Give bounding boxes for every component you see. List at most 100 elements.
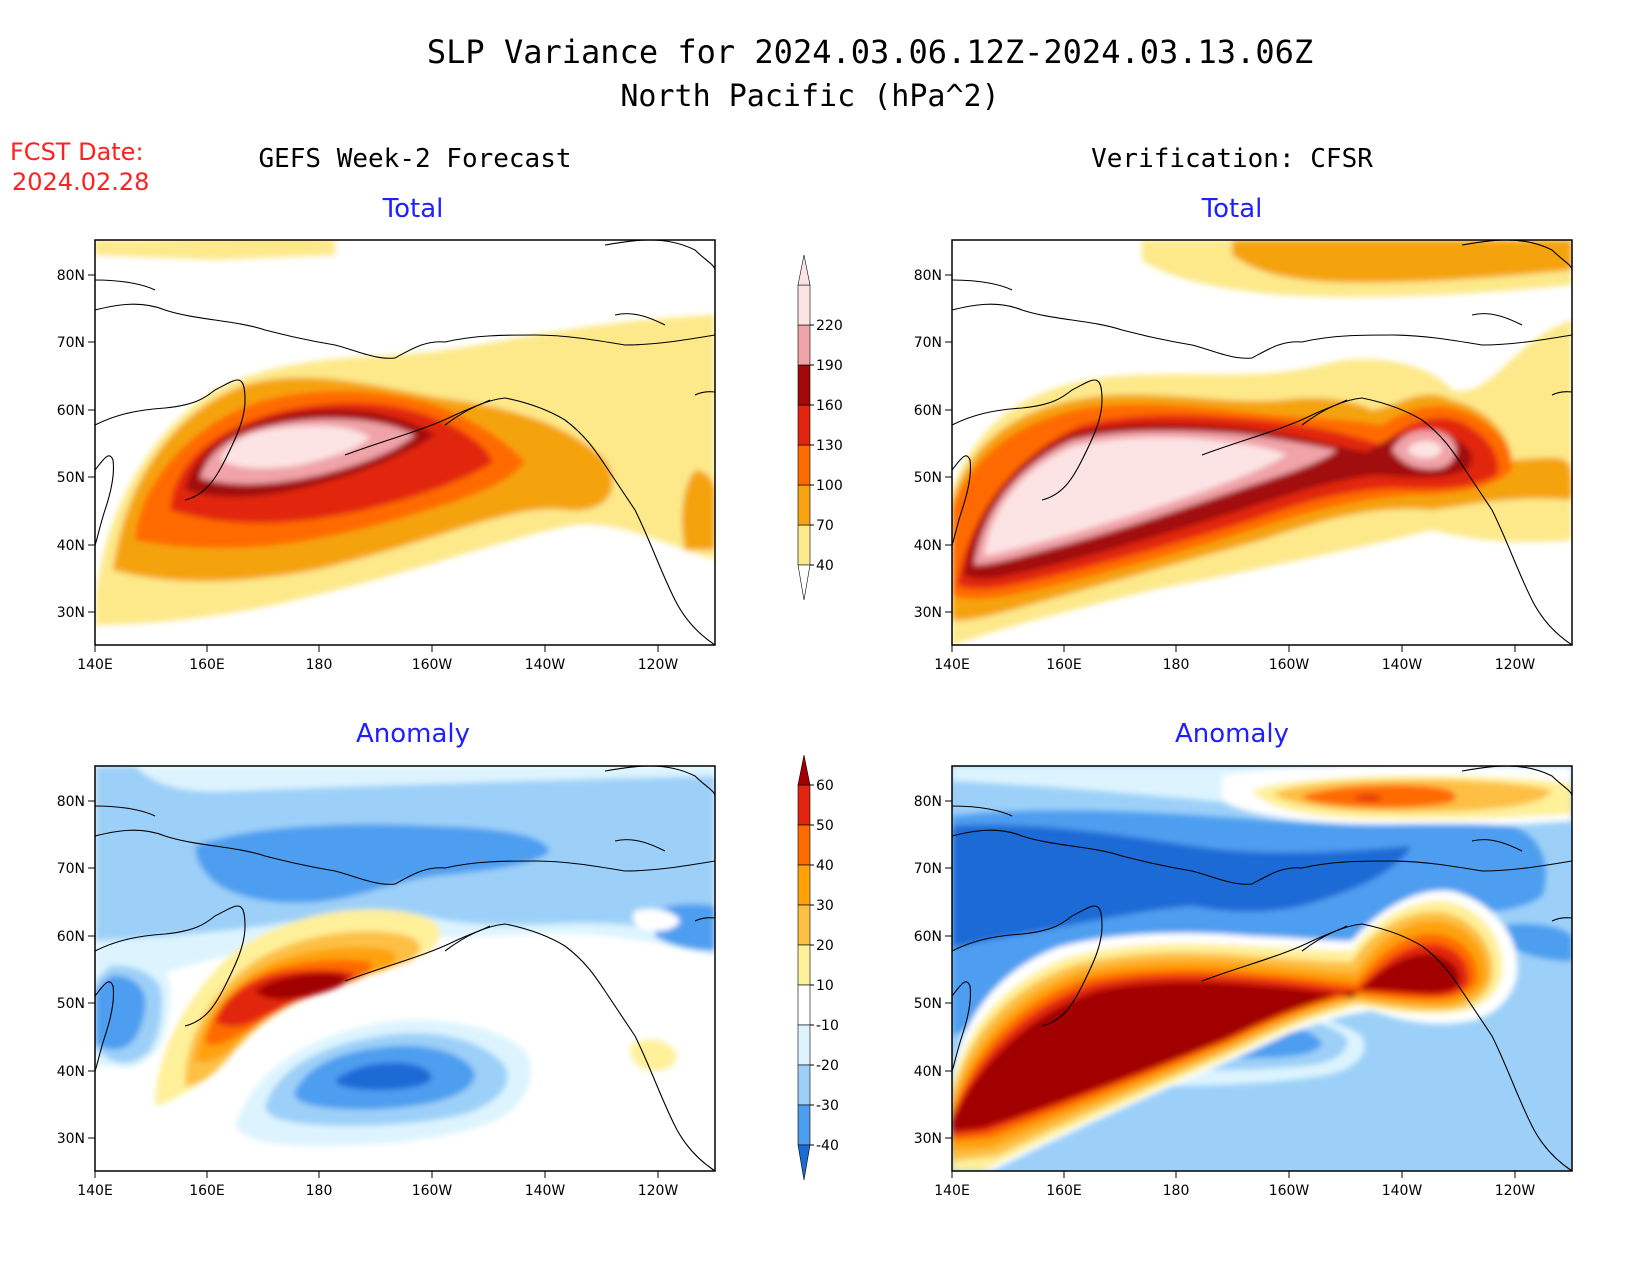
column-title-verification: Verification: CFSR [1091, 144, 1373, 174]
coastline [614, 839, 666, 852]
coastlines [94, 239, 716, 646]
colorbar-label: 40 [816, 858, 834, 874]
lon-label: 160E [189, 1183, 225, 1199]
colorbar-swatch [797, 484, 811, 526]
lat-label: 30N [914, 1131, 942, 1147]
coastline [951, 805, 1013, 817]
colorbar-swatch [797, 284, 811, 326]
colorbar-bottom-arrow [797, 564, 811, 601]
map-frame [951, 765, 1573, 1172]
panel-forecast-total [95, 240, 715, 645]
map-field-forecast-total [95, 240, 715, 645]
panel-verification-total [952, 240, 1572, 645]
colorbar-label: 160 [816, 398, 843, 414]
coastline [94, 279, 156, 291]
lat-label: 40N [914, 1064, 942, 1080]
coastline [94, 981, 114, 1072]
map-field-forecast-anomaly [95, 766, 715, 1171]
colorbar-label: 30 [816, 898, 834, 914]
colorbar-label: 10 [816, 978, 834, 994]
coastline [344, 925, 491, 982]
coastline [614, 313, 666, 326]
main-title: SLP Variance for 2024.03.06.12Z-2024.03.… [427, 33, 1313, 71]
coastline [1201, 399, 1348, 456]
overlay-verification-total: 140E 160E 180 160W 140W 120W 80N 70N 60N 50N 40N 30… [914, 239, 1573, 673]
lon-label: 160W [1269, 1183, 1310, 1199]
coastline [951, 905, 1103, 1027]
panel-title-verification-total: Total [1201, 194, 1263, 224]
panel-title-verification-anomaly: Anomaly [1175, 719, 1289, 749]
lat-label: 60N [57, 929, 85, 945]
lat-label: 60N [914, 403, 942, 419]
lon-label: 140W [525, 657, 566, 673]
lat-label: 40N [914, 538, 942, 554]
overlay-verification-anomaly: 140E 160E 180 160W 140W 120W 80N 70N 60N 50N 40N 30… [914, 765, 1573, 1199]
colorbar-label: 20 [816, 938, 834, 954]
lon-label: 160W [412, 1183, 453, 1199]
lon-label: 160W [1269, 657, 1310, 673]
coastline [94, 829, 716, 885]
lon-label: 180 [1163, 657, 1190, 673]
panel-title-forecast-anomaly: Anomaly [356, 719, 470, 749]
main-subtitle: North Pacific (hPa^2) [620, 79, 999, 114]
coastline [951, 379, 1103, 501]
lat-label: 50N [914, 470, 942, 486]
lat-label: 70N [57, 335, 85, 351]
lat-label: 80N [914, 268, 942, 284]
colorbar-label: 190 [816, 358, 843, 374]
lat-label: 50N [57, 996, 85, 1012]
colorbar-swatch [797, 864, 811, 906]
map-field-verification-anomaly [952, 766, 1572, 1171]
coastline [1301, 397, 1573, 646]
map-frame [94, 765, 716, 1172]
colorbar-label: -20 [816, 1058, 839, 1074]
map-overlays: 140E 160E 180 160W 140W 120W 80N 70N 60N 50N 40N 30… [57, 239, 1573, 1199]
colorbar-label: 50 [816, 818, 834, 834]
colorbar-swatch [797, 404, 811, 446]
lat-label: 60N [914, 929, 942, 945]
lat-label: 30N [57, 1131, 85, 1147]
colorbar-swatch [797, 824, 811, 866]
lon-label: 140E [934, 1183, 970, 1199]
overlay-forecast-anomaly: 140E 160E 180 160W 140W 120W 80N 70N 60N 50N 40N 30… [57, 765, 716, 1199]
lon-label: 120W [638, 657, 679, 673]
coastline [951, 981, 971, 1072]
coastline [94, 303, 716, 359]
colorbar-label: -10 [816, 1018, 839, 1034]
lon-label: 160W [412, 657, 453, 673]
coastline [604, 239, 716, 271]
colorbar-label: -40 [816, 1138, 839, 1154]
panel-verification-anomaly [952, 766, 1572, 1171]
lon-label: 120W [1495, 1183, 1536, 1199]
lat-label: 40N [57, 538, 85, 554]
overlay-forecast-total: 140E 160E 180 160W 140W 120W 80N 70N 60N 50N 40N 30… [57, 239, 716, 673]
lat-label: 80N [57, 268, 85, 284]
lon-label: 180 [306, 657, 333, 673]
lon-label: 140E [934, 657, 970, 673]
lat-label: 30N [57, 605, 85, 621]
lon-label: 120W [1495, 657, 1536, 673]
lat-label: 70N [914, 335, 942, 351]
colorbar-total: 40 70 100 130 160 190 220 [797, 254, 843, 601]
map-field-verification-total [952, 240, 1572, 645]
lon-label: 140E [77, 1183, 113, 1199]
lon-label: 140W [1382, 657, 1423, 673]
lon-label: 180 [306, 1183, 333, 1199]
colorbar-swatch [797, 984, 811, 1026]
lat-label: 40N [57, 1064, 85, 1080]
colorbar-top-arrow [797, 254, 811, 286]
colorbar-label: 70 [816, 518, 834, 534]
coastlines [94, 765, 716, 1172]
coastline [951, 829, 1573, 885]
coastline [94, 455, 114, 546]
lat-label: 70N [57, 861, 85, 877]
colorbar-label: 220 [816, 318, 843, 334]
colorbar-swatch [797, 944, 811, 986]
colorbar-swatch [797, 1064, 811, 1106]
lat-label: 60N [57, 403, 85, 419]
lat-label: 50N [914, 996, 942, 1012]
lon-label: 140W [525, 1183, 566, 1199]
lon-label: 160E [1046, 1183, 1082, 1199]
coastline [1471, 313, 1523, 326]
panel-forecast-anomaly [95, 766, 715, 1171]
